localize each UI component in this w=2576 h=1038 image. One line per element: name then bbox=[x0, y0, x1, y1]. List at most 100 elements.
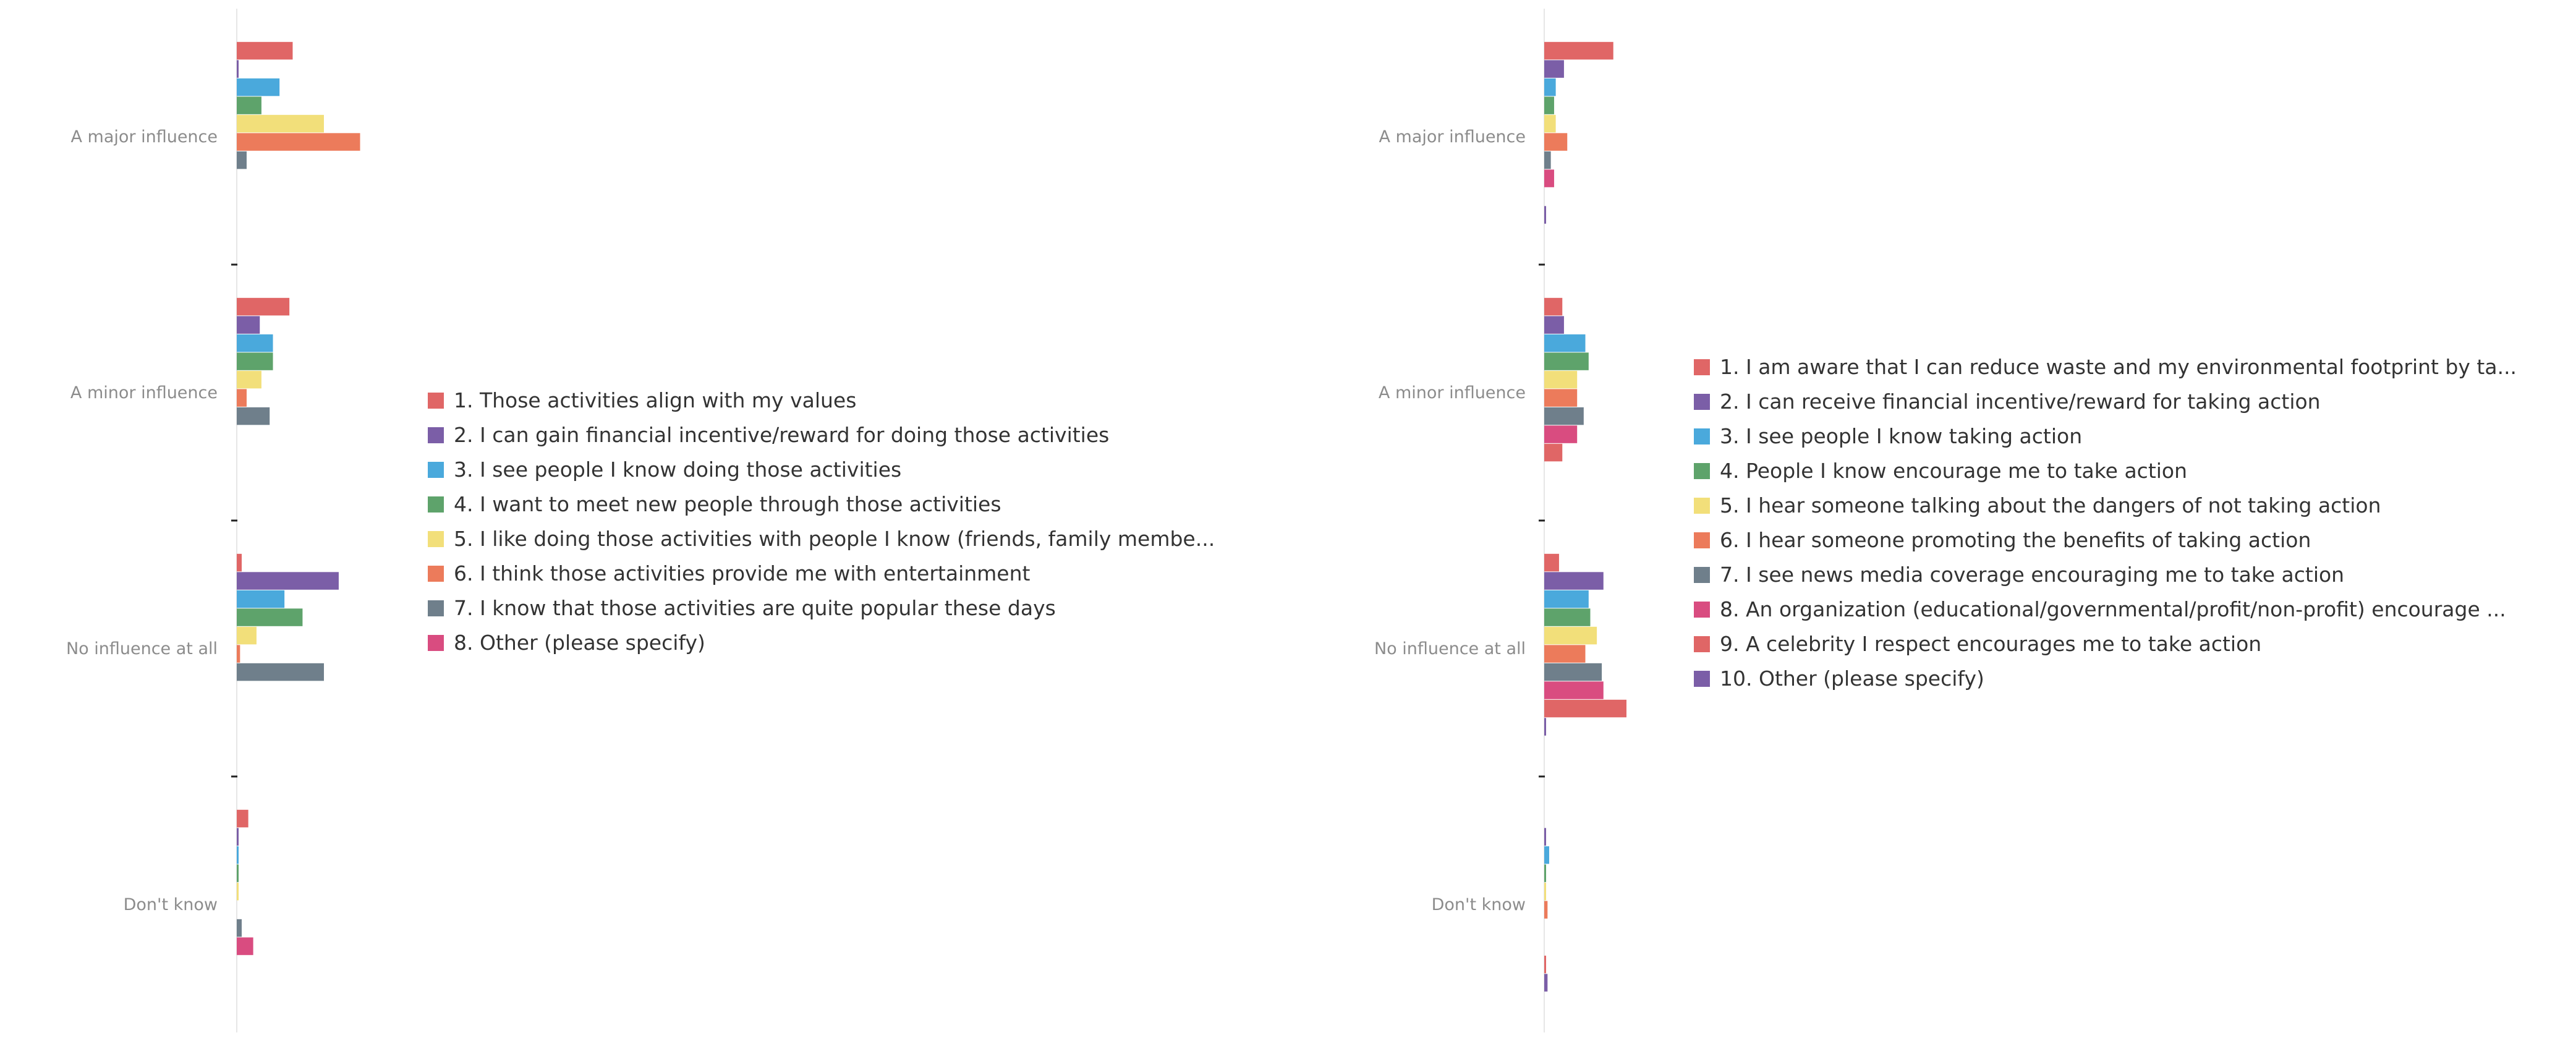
bar-series-6-no-influence-at-all bbox=[237, 645, 240, 663]
legend-swatch bbox=[428, 566, 444, 582]
bar-series-7-no-influence-at-all bbox=[1544, 663, 1602, 681]
bar-series-9-don-t-know bbox=[1544, 955, 1546, 974]
legend-swatch bbox=[1694, 602, 1710, 618]
legend-label: 6. I hear someone promoting the benefits… bbox=[1720, 528, 2311, 552]
bar-series-3-don-t-know bbox=[1544, 846, 1549, 864]
bar-series-10-don-t-know bbox=[1544, 974, 1548, 992]
bar-series-3-no-influence-at-all bbox=[1544, 590, 1589, 608]
bar-series-2-a-minor-influence bbox=[237, 316, 260, 334]
bar-series-9-a-minor-influence bbox=[1544, 443, 1563, 462]
bar-series-7-a-major-influence bbox=[1544, 151, 1551, 169]
bar-series-2-no-influence-at-all bbox=[1544, 572, 1604, 590]
bar-series-4-a-major-influence bbox=[237, 96, 261, 114]
legend-label: 5. I hear someone talking about the dang… bbox=[1720, 493, 2381, 517]
legend-label: 3. I see people I know taking action bbox=[1720, 424, 2082, 448]
legend-swatch bbox=[1694, 394, 1710, 410]
bar-series-1-a-major-influence bbox=[1544, 41, 1613, 60]
category-label: Don't know bbox=[124, 895, 218, 914]
bar-series-2-no-influence-at-all bbox=[237, 572, 339, 590]
legend-label: 5. I like doing those activities with pe… bbox=[454, 527, 1215, 551]
category-label: No influence at all bbox=[1374, 639, 1526, 658]
legend-swatch bbox=[428, 496, 444, 513]
category-label: A major influence bbox=[70, 127, 218, 147]
legend-label: 8. Other (please specify) bbox=[454, 631, 705, 655]
bar-series-3-a-minor-influence bbox=[1544, 334, 1586, 352]
legend-swatch bbox=[1694, 636, 1710, 652]
bar-series-5-no-influence-at-all bbox=[237, 626, 257, 645]
chart-1-legend: 1. Those activities align with my values… bbox=[428, 388, 1215, 655]
bar-series-8-no-influence-at-all bbox=[1544, 681, 1604, 699]
chart-1: A major influence A minor influence No inf… bbox=[66, 9, 1215, 1032]
bar-series-9-no-influence-at-all bbox=[1544, 699, 1626, 718]
bar-series-10-a-major-influence bbox=[1544, 206, 1546, 224]
bar-series-3-a-major-influence bbox=[1544, 78, 1556, 96]
bar-series-7-a-minor-influence bbox=[237, 407, 270, 425]
bar-series-3-don-t-know bbox=[237, 846, 239, 864]
bar-series-2-a-minor-influence bbox=[1544, 316, 1564, 334]
legend-label: 10. Other (please specify) bbox=[1720, 666, 1984, 691]
bar-series-4-a-minor-influence bbox=[237, 352, 273, 370]
bar-series-4-no-influence-at-all bbox=[1544, 608, 1591, 626]
legend-swatch bbox=[428, 462, 444, 478]
bar-series-4-a-major-influence bbox=[1544, 96, 1554, 114]
legend-label: 7. I see news media coverage encouraging… bbox=[1720, 563, 2344, 587]
bar-series-4-a-minor-influence bbox=[1544, 352, 1589, 370]
bar-series-6-a-major-influence bbox=[237, 133, 360, 151]
bar-series-5-a-minor-influence bbox=[1544, 370, 1578, 389]
bar-series-6-no-influence-at-all bbox=[1544, 645, 1586, 663]
legend-label: 8. An organization (educational/governme… bbox=[1720, 597, 2506, 621]
bar-series-1-no-influence-at-all bbox=[1544, 553, 1559, 572]
bar-series-5-no-influence-at-all bbox=[1544, 626, 1597, 645]
bar-series-8-don-t-know bbox=[237, 937, 253, 955]
bar-series-1-don-t-know bbox=[237, 809, 249, 828]
legend-swatch bbox=[428, 393, 444, 409]
bar-series-2-don-t-know bbox=[1544, 828, 1546, 846]
bar-series-5-don-t-know bbox=[1544, 882, 1546, 901]
legend-label: 4. People I know encourage me to take ac… bbox=[1720, 459, 2187, 483]
category-label: Don't know bbox=[1432, 895, 1526, 914]
legend-label: 2. I can receive financial incentive/rew… bbox=[1720, 389, 2321, 414]
legend-label: 1. I am aware that I can reduce waste an… bbox=[1720, 355, 2517, 379]
bar-series-7-no-influence-at-all bbox=[237, 663, 324, 681]
bar-series-6-a-minor-influence bbox=[1544, 389, 1578, 407]
bar-series-4-don-t-know bbox=[237, 864, 239, 882]
bar-series-8-a-major-influence bbox=[1544, 169, 1554, 187]
bar-series-6-don-t-know bbox=[1544, 901, 1548, 919]
bar-series-7-don-t-know bbox=[237, 919, 242, 937]
bar-series-5-a-minor-influence bbox=[237, 370, 261, 389]
legend-swatch bbox=[428, 600, 444, 616]
legend-label: 1. Those activities align with my values bbox=[454, 388, 856, 412]
bar-series-1-a-minor-influence bbox=[1544, 297, 1563, 316]
bar-series-4-no-influence-at-all bbox=[237, 608, 303, 626]
legend-swatch bbox=[1694, 567, 1710, 583]
bar-series-3-no-influence-at-all bbox=[237, 590, 285, 608]
bar-series-3-a-minor-influence bbox=[237, 334, 273, 352]
bar-series-5-don-t-know bbox=[237, 882, 239, 901]
bar-series-5-a-major-influence bbox=[1544, 114, 1556, 133]
bar-series-6-a-minor-influence bbox=[237, 389, 247, 407]
legend-swatch bbox=[1694, 359, 1710, 375]
bar-series-2-a-major-influence bbox=[1544, 60, 1564, 78]
legend-swatch bbox=[428, 635, 444, 651]
bar-series-2-don-t-know bbox=[237, 828, 239, 846]
bar-series-3-a-major-influence bbox=[237, 78, 280, 96]
legend-swatch bbox=[1694, 671, 1710, 687]
bar-series-1-no-influence-at-all bbox=[237, 553, 242, 572]
legend-label: 9. A celebrity I respect encourages me t… bbox=[1720, 632, 2261, 656]
chart-2-legend: 1. I am aware that I can reduce waste an… bbox=[1694, 355, 2517, 691]
bar-series-2-a-major-influence bbox=[237, 60, 239, 78]
legend-swatch bbox=[428, 427, 444, 443]
legend-swatch bbox=[1694, 532, 1710, 548]
bar-series-4-don-t-know bbox=[1544, 864, 1546, 882]
bar-series-7-a-minor-influence bbox=[1544, 407, 1584, 425]
legend-swatch bbox=[1694, 463, 1710, 479]
category-label: A major influence bbox=[1379, 127, 1526, 147]
legend-swatch bbox=[1694, 498, 1710, 514]
bar-series-7-a-major-influence bbox=[237, 151, 247, 169]
legend-label: 4. I want to meet new people through tho… bbox=[454, 492, 1001, 516]
chart-2: A major influence A minor influence No inf… bbox=[1374, 9, 2517, 1032]
bar-series-10-no-influence-at-all bbox=[1544, 718, 1546, 736]
bar-series-1-a-major-influence bbox=[237, 41, 293, 60]
